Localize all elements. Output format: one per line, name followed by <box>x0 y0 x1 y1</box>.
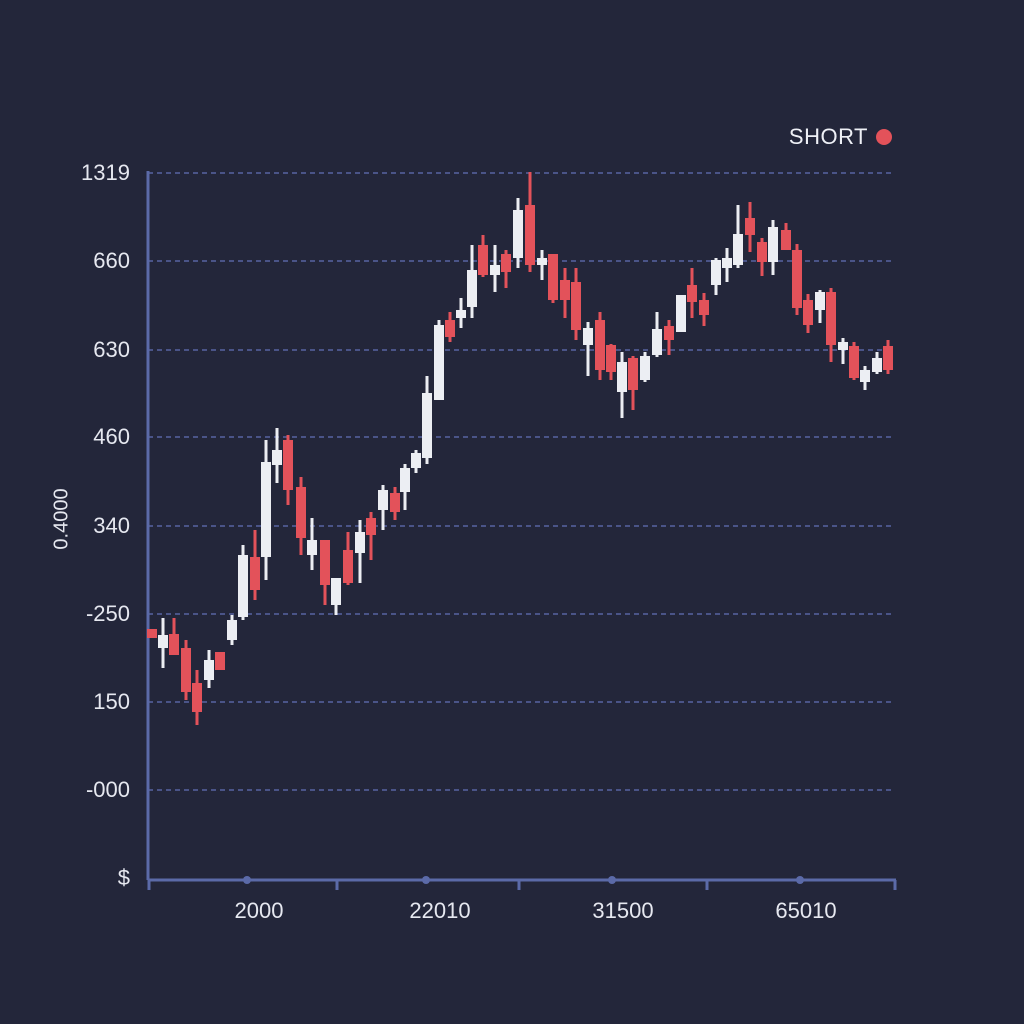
candle-down <box>595 312 605 380</box>
candle-down <box>548 254 558 303</box>
candles <box>147 172 893 725</box>
legend-label-short: SHORT <box>788 124 868 149</box>
candle-down <box>525 172 535 272</box>
y-tick-label: 1319 <box>81 160 130 185</box>
candle-up <box>272 428 282 483</box>
y-tick-label: 150 <box>93 689 130 714</box>
y-tick-label: $ <box>117 865 130 890</box>
candle-up <box>331 578 341 615</box>
candle-down <box>283 435 293 505</box>
candle-down <box>560 268 570 318</box>
y-tick-label: 630 <box>93 337 130 362</box>
candle-down <box>366 512 376 560</box>
candle-down <box>792 244 802 315</box>
candle-down <box>803 294 813 333</box>
candle-down <box>250 530 260 600</box>
candle-up <box>733 205 743 268</box>
candle-up <box>456 298 466 328</box>
candle-up <box>583 322 593 376</box>
candle-down <box>757 238 767 276</box>
candle-up <box>860 366 870 390</box>
candle-down <box>390 487 400 520</box>
x-tick-label: 2000 <box>234 898 284 923</box>
candle-up <box>872 352 882 374</box>
candle-up <box>838 338 848 364</box>
candle-down <box>826 288 836 362</box>
candle-down <box>849 342 859 380</box>
candle-up <box>204 650 214 688</box>
legend-marker-icon <box>876 129 892 145</box>
candle-down <box>296 477 306 555</box>
candle-up <box>722 248 732 282</box>
candle-down <box>571 268 581 340</box>
axes <box>146 171 897 890</box>
y-axis-label: 0.4000 <box>50 488 73 550</box>
candle-down <box>445 312 455 342</box>
candle-down <box>343 532 353 585</box>
candle-up <box>434 320 444 400</box>
candle-down <box>883 340 893 374</box>
y-tick-label: 660 <box>93 248 130 273</box>
x-tick-label: 22010 <box>409 898 471 923</box>
candle-up <box>158 618 168 668</box>
candle-up <box>411 450 421 473</box>
candle-down <box>478 235 488 277</box>
candle-down <box>320 540 330 605</box>
legend: SHORT <box>789 124 892 150</box>
candle-up <box>537 250 547 280</box>
candle-down <box>215 652 225 670</box>
candle-up <box>307 518 317 570</box>
candle-up <box>676 295 686 332</box>
candle-down <box>687 268 697 318</box>
candle-up <box>490 245 500 292</box>
candle-up <box>355 520 365 583</box>
candle-down <box>181 640 191 700</box>
candle-down <box>606 344 616 380</box>
candle-up <box>711 258 721 295</box>
candle-up <box>261 440 271 580</box>
candle-down <box>664 320 674 355</box>
candle-down <box>628 356 638 410</box>
x-tick-label: 31500 <box>592 898 654 923</box>
candle-down <box>192 670 202 725</box>
candle-up <box>652 312 662 357</box>
gridlines <box>148 172 892 791</box>
candle-down <box>781 223 791 250</box>
y-tick-label: 340 <box>93 513 130 538</box>
candle-up <box>378 485 388 530</box>
candle-down <box>699 293 709 326</box>
candle-up <box>513 198 523 268</box>
candle-down <box>147 629 157 638</box>
candle-down <box>501 250 511 288</box>
candle-down <box>169 618 179 655</box>
candle-up <box>640 352 650 382</box>
candle-up <box>400 464 410 510</box>
candle-up <box>467 245 477 318</box>
candle-up <box>815 290 825 323</box>
candle-up <box>227 615 237 645</box>
candle-up <box>238 545 248 620</box>
candle-up <box>768 220 778 275</box>
candle-up <box>617 352 627 418</box>
y-tick-label: -250 <box>85 601 130 626</box>
candle-down <box>745 202 755 252</box>
x-tick-label: 65010 <box>775 898 837 923</box>
y-tick-label: 460 <box>93 424 130 449</box>
candle-up <box>422 376 432 464</box>
y-tick-label: -000 <box>85 777 130 802</box>
